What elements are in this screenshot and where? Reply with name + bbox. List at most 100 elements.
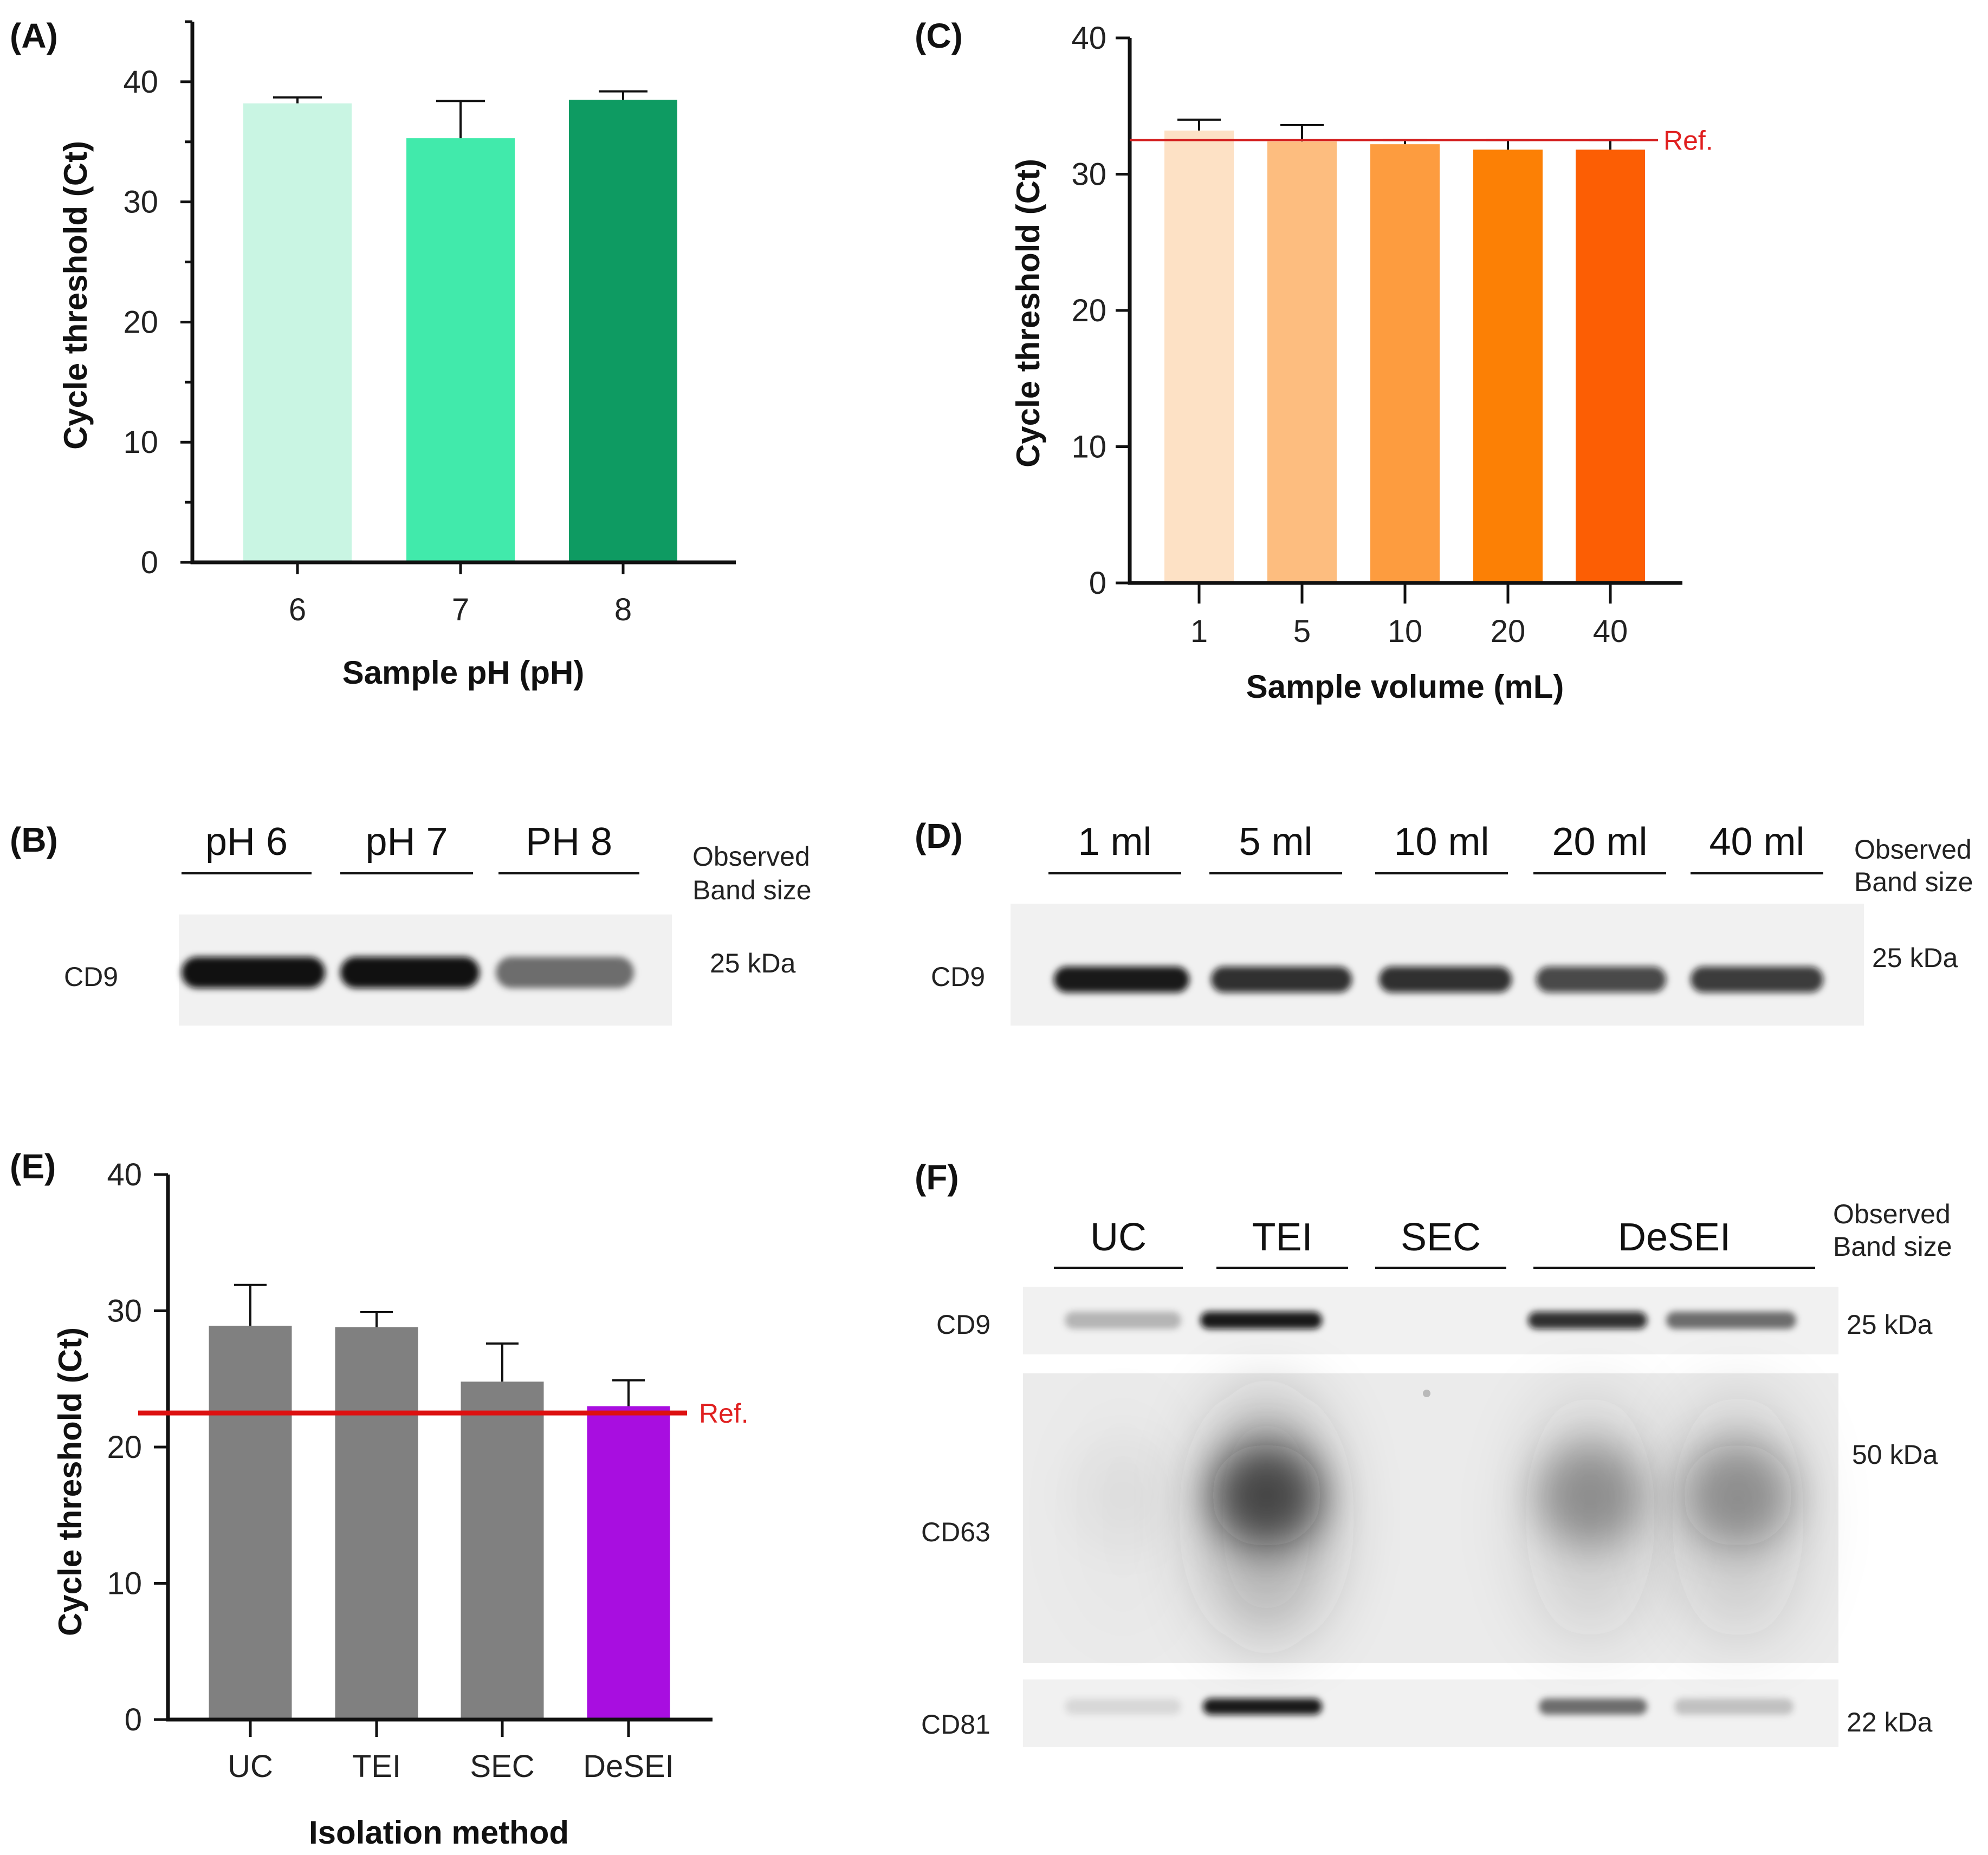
blot-b-bands — [182, 957, 634, 988]
chart-c-y-tick-label: 10 — [1071, 430, 1106, 465]
chart-e-y-tick-label: 40 — [107, 1157, 142, 1192]
blot-d-membrane — [1011, 904, 1864, 1026]
chart-e-y-tick-labels: 0 10 20 30 40 — [107, 1157, 142, 1737]
chart-c-reference-line: Ref. — [1130, 126, 1713, 156]
chart-e-y-tick-label: 20 — [107, 1430, 142, 1465]
blot-f-lane-label: UC — [1090, 1216, 1147, 1259]
blot-d-lane-label: 40 ml — [1709, 820, 1804, 864]
chart-e-error-bar-TEI — [360, 1311, 393, 1327]
chart-a-axes — [180, 20, 736, 574]
chart-a-bar-8 — [569, 100, 677, 563]
chart-c: (C) Ref. 0 10 20 30 40 1 5 10 20 40 Sample volum… — [915, 16, 1713, 705]
chart-e-x-tick-label: DeSEI — [583, 1749, 674, 1784]
blot-f-lane-labels: UC TEI SEC DeSEI — [1054, 1216, 1815, 1269]
blot-f: (F) UC TEI SEC DeSEI Observed Band size CD9… — [915, 1158, 1952, 1747]
chart-a-bar-6 — [243, 103, 352, 562]
chart-a-y-axis-title: Cycle threshold (Ct) — [57, 141, 94, 450]
blot-b-lane-labels: pH 6 pH 7 PH 8 — [182, 820, 639, 874]
chart-e-y-tick-label: 30 — [107, 1294, 142, 1329]
chart-a: (A) 0 10 20 30 40 6 7 8 Sample pH (pH) Cycle t… — [10, 16, 736, 691]
blot-d-lane-label: 20 ml — [1552, 820, 1647, 864]
chart-a-error-bar-7 — [436, 100, 485, 139]
blot-d: (D) 1 ml 5 ml 10 ml 20 ml 40 ml Observed Ban… — [915, 816, 1973, 1026]
chart-c-y-tick-label: 30 — [1071, 157, 1106, 192]
chart-a-y-tick-label: 10 — [123, 425, 158, 460]
chart-c-x-tick-label: 1 — [1190, 614, 1208, 649]
panel-label-c: (C) — [915, 16, 963, 55]
chart-c-y-tick-label: 40 — [1071, 21, 1106, 56]
blot-d-lane-labels: 1 ml 5 ml 10 ml 20 ml 40 ml — [1048, 820, 1823, 874]
chart-c-y-tick-label: 0 — [1089, 566, 1106, 601]
chart-c-y-axis-title: Cycle threshold (Ct) — [1010, 159, 1046, 468]
blot-f-band-cd81 — [1203, 1698, 1322, 1715]
chart-e-axes — [154, 1173, 713, 1737]
blot-f-band-cd9 — [1666, 1312, 1796, 1329]
chart-a-bars — [243, 100, 677, 563]
chart-e-error-bar-SEC — [486, 1342, 519, 1382]
blot-f-band-cd63 — [1074, 1444, 1172, 1547]
blot-f-row-cd63: CD63 — [921, 1517, 990, 1547]
chart-a-x-axis-title: Sample pH (pH) — [342, 654, 585, 691]
blot-b-band-cd9 — [496, 957, 634, 988]
blot-f-band-cd9 — [1065, 1312, 1181, 1329]
panel-label-f: (F) — [915, 1158, 959, 1197]
chart-c-error-bar-20 — [1486, 139, 1530, 150]
chart-a-y-tick-label: 20 — [123, 304, 158, 340]
chart-c-bar-40 — [1576, 150, 1645, 583]
chart-c-bar-5 — [1267, 141, 1337, 583]
chart-a-error-bars — [273, 90, 647, 139]
blot-f-row-cd81: CD81 — [921, 1709, 990, 1740]
blot-d-size-cd9: 25 kDa — [1872, 943, 1958, 973]
chart-a-y-tick-label: 40 — [123, 64, 158, 100]
chart-c-bar-20 — [1473, 150, 1543, 583]
chart-c-x-tick-label: 10 — [1388, 614, 1423, 649]
blot-f-band-cd63 — [1682, 1444, 1793, 1547]
chart-c-y-tick-labels: 0 10 20 30 40 — [1071, 21, 1106, 601]
chart-c-x-axis-title: Sample volume (mL) — [1246, 669, 1564, 705]
blot-f-row-cd9: CD9 — [936, 1309, 990, 1340]
chart-c-x-tick-label: 40 — [1593, 614, 1628, 649]
blot-d-band-cd9 — [1054, 967, 1189, 993]
chart-c-y-tick-label: 20 — [1071, 293, 1106, 328]
blot-f-band-cd9 — [1200, 1312, 1322, 1329]
blot-f-band-cd81 — [1674, 1698, 1793, 1715]
chart-e-y-tick-label: 10 — [107, 1566, 142, 1601]
chart-e-error-bar-DeSEI — [612, 1379, 645, 1406]
chart-e: (E) Ref. 0 10 20 30 40 UC TEI SEC DeSEI Isolati… — [10, 1147, 749, 1851]
blot-f-size-cd81: 22 kDa — [1847, 1707, 1933, 1737]
chart-a-x-tick-label: 8 — [614, 592, 632, 627]
chart-e-bar-SEC — [461, 1381, 544, 1720]
blot-b-band-size-label: Band size — [692, 875, 812, 905]
blot-b-band-cd9 — [340, 957, 480, 988]
chart-c-bar-10 — [1370, 144, 1440, 583]
blot-d-row-cd9: CD9 — [931, 962, 985, 992]
panel-label-b: (B) — [10, 820, 58, 859]
blot-f-observed-label: Observed — [1833, 1199, 1951, 1229]
blot-f-speck — [1423, 1390, 1430, 1397]
blot-f-size-cd9: 25 kDa — [1847, 1309, 1933, 1340]
blot-b-lane-label: PH 8 — [526, 820, 612, 864]
chart-a-x-tick-label: 6 — [289, 592, 306, 627]
chart-e-x-tick-label: SEC — [470, 1749, 534, 1784]
chart-e-error-bar-UC — [234, 1283, 267, 1326]
chart-c-ref-label: Ref. — [1663, 126, 1713, 156]
chart-e-bar-DeSEI — [587, 1406, 670, 1720]
blot-f-lane-label: TEI — [1252, 1216, 1312, 1259]
blot-d-observed-label: Observed — [1854, 834, 1972, 865]
blot-d-band-size-label: Band size — [1854, 867, 1973, 897]
blot-b-band-cd9 — [182, 957, 325, 988]
chart-a-y-tick-label: 0 — [141, 545, 158, 580]
chart-c-axes — [1116, 36, 1682, 604]
blot-b-size-cd9: 25 kDa — [710, 948, 796, 978]
blot-f-band-cd63 — [1211, 1444, 1322, 1547]
blot-f-lane-label: DeSEI — [1618, 1216, 1731, 1259]
blot-f-band-cd81 — [1065, 1698, 1181, 1715]
chart-e-error-bars — [234, 1283, 645, 1406]
blot-d-lane-label: 5 ml — [1239, 820, 1312, 864]
blot-d-lane-label: 1 ml — [1078, 820, 1151, 864]
blot-b-row-cd9: CD9 — [64, 962, 118, 992]
chart-a-bar-7 — [406, 138, 515, 562]
panel-label-d: (D) — [915, 816, 963, 855]
chart-e-reference-line: Ref. — [138, 1398, 749, 1429]
blot-d-band-cd9 — [1536, 967, 1666, 993]
